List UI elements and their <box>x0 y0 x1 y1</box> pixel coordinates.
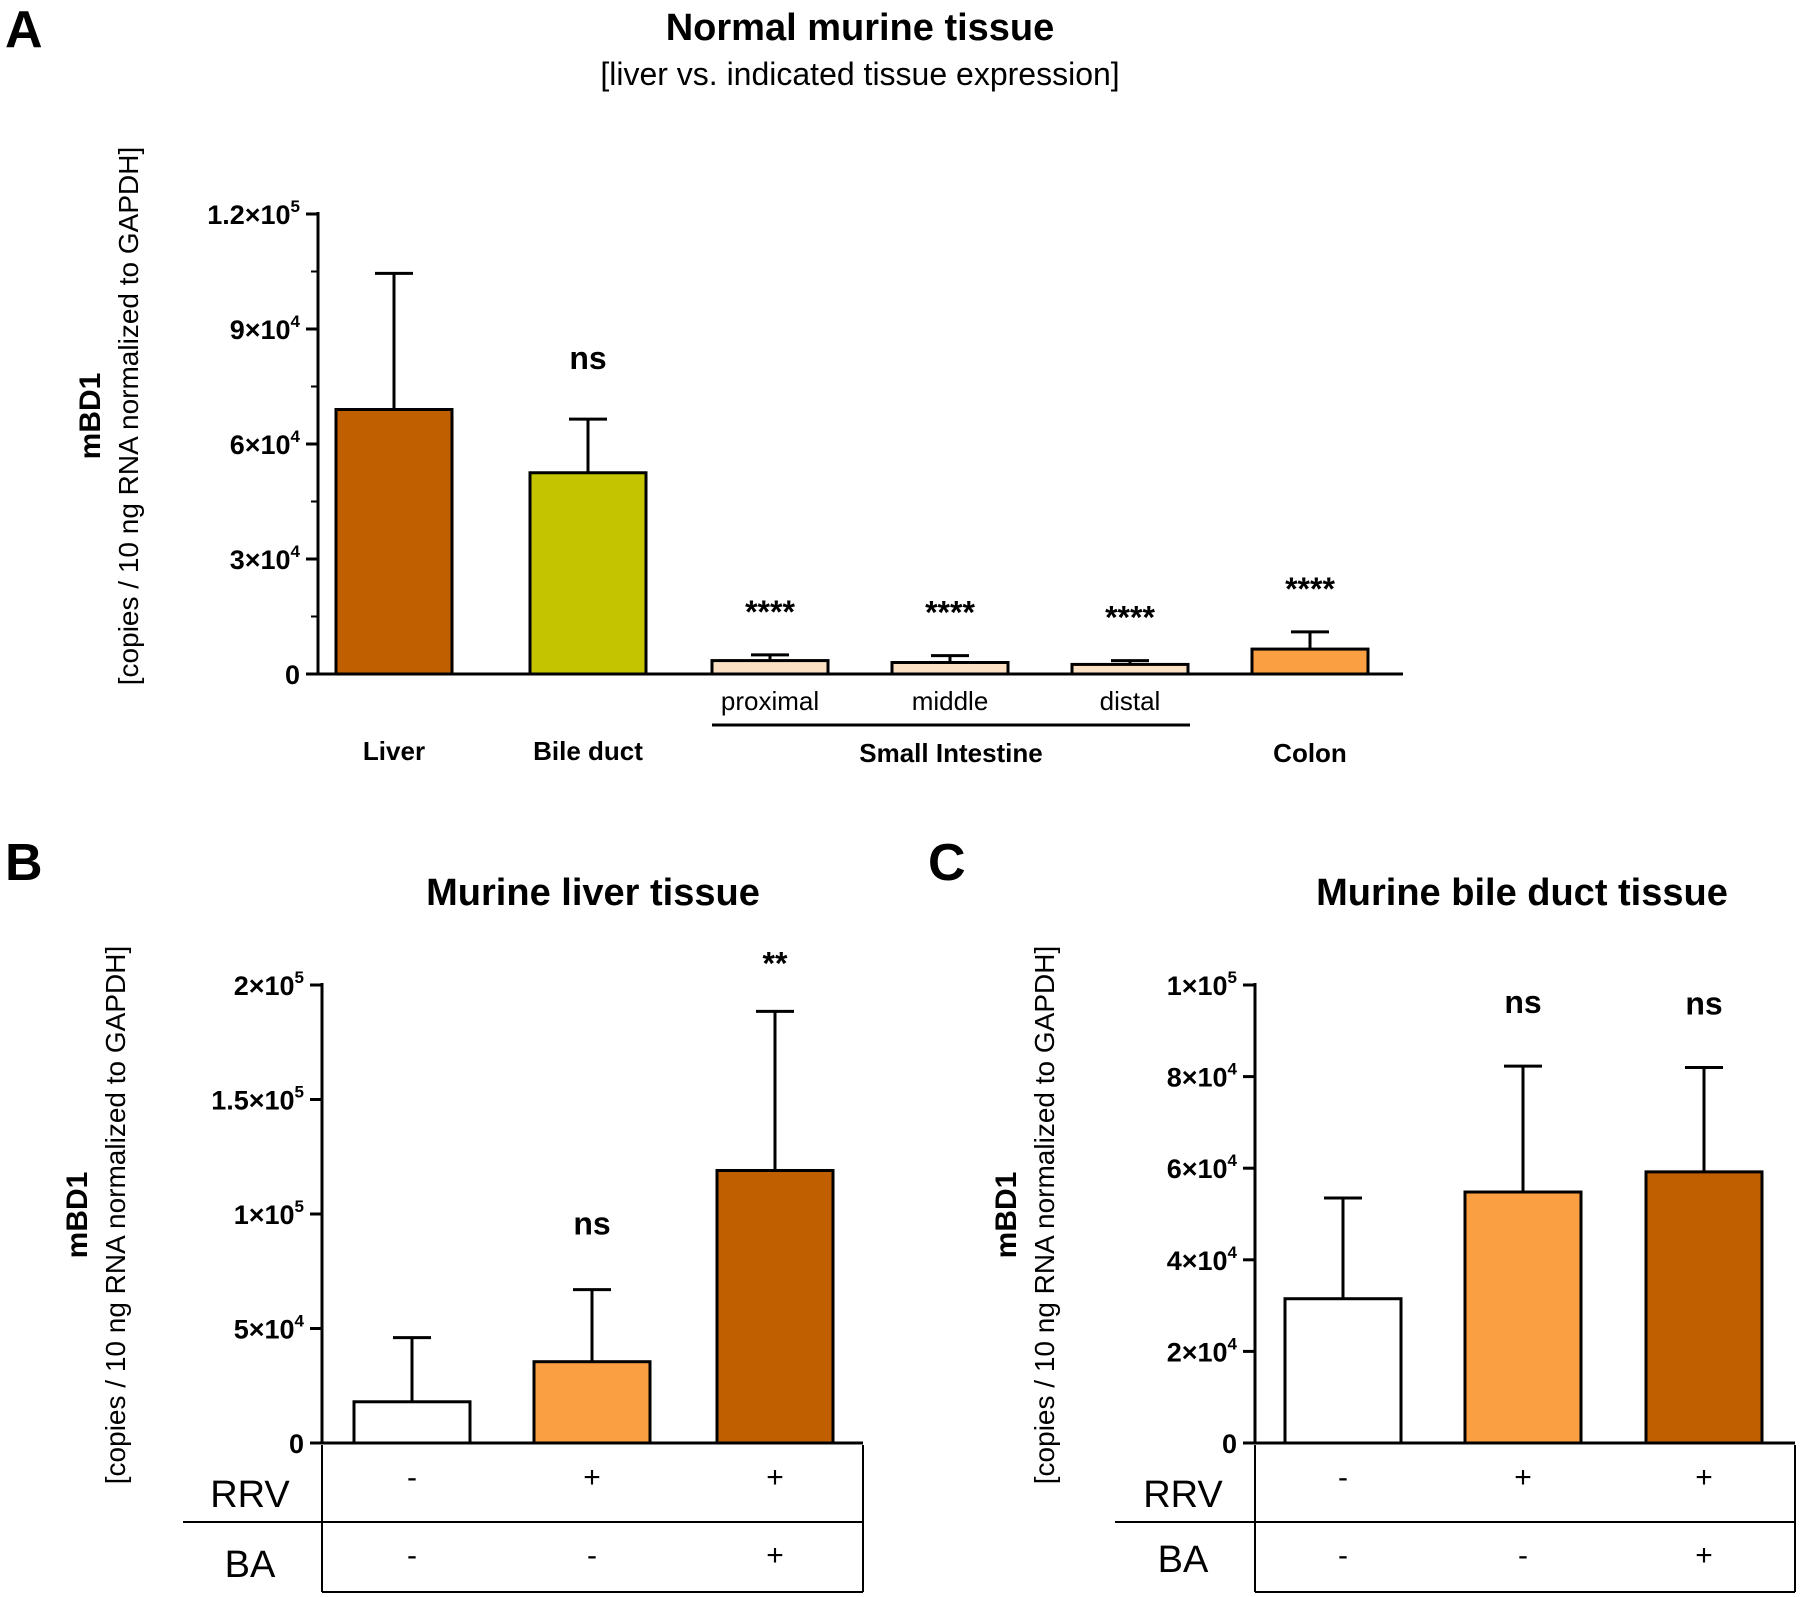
bar <box>1250 647 1370 676</box>
panel-b-title: Murine liver tissue <box>426 872 760 914</box>
panel-a-subtitle: [liver vs. indicated tissue expression] <box>600 56 1119 92</box>
y-tick-label: 9×104 <box>230 312 301 345</box>
panel-letter-c: C <box>928 834 966 892</box>
bar <box>532 1360 652 1445</box>
panel-letter-b: B <box>5 834 43 892</box>
panel-c-y-axis-label: mBD1 [copies / 10 ng RNA normalized to G… <box>990 946 1060 1484</box>
category-label-bile-duct: Bile duct <box>533 736 643 766</box>
panel-b: B Murine liver tissue mBD1 [copies / 10 … <box>5 834 864 1593</box>
y-tick-label: 1×105 <box>1167 968 1237 1001</box>
y-tick-label: 2×105 <box>234 968 304 1001</box>
category-label-colon: Colon <box>1273 738 1347 768</box>
table-c-rrv-cell: - <box>1338 1461 1348 1494</box>
y-tick-label: 3×104 <box>230 542 301 575</box>
bar <box>715 1168 835 1445</box>
bar <box>1463 1190 1583 1445</box>
panel-c-y-label-sub: [copies / 10 ng RNA normalized to GAPDH] <box>1029 946 1060 1484</box>
y-tick-label: 4×104 <box>1167 1243 1238 1276</box>
y-tick-label: 1.5×105 <box>211 1083 304 1116</box>
table-b-row-label-rrv: RRV <box>210 1474 290 1516</box>
panel-a-y-label: mBD1 <box>74 373 107 460</box>
bar <box>1070 662 1190 676</box>
panel-b-plot: 0 5×104 1×105 1.5×105 2×105 ns ** <box>211 945 863 1459</box>
significance-label: ns <box>1504 984 1541 1020</box>
significance-label: **** <box>745 594 795 630</box>
y-tick-label: 1.2×105 <box>207 197 300 230</box>
bar <box>334 408 454 676</box>
bar <box>710 659 830 676</box>
table-b-rrv-cell: + <box>583 1461 601 1494</box>
table-b-rrv-cell: - <box>407 1461 417 1494</box>
bar <box>528 471 648 676</box>
panel-b-treatment-table: RRV BA - + + - - + <box>183 1445 864 1593</box>
table-c-ba-cell: - <box>1338 1539 1348 1572</box>
panel-b-y-label: mBD1 <box>61 1172 94 1259</box>
table-c-row-label-rrv: RRV <box>1143 1474 1223 1516</box>
panel-c-title: Murine bile duct tissue <box>1316 872 1728 914</box>
panel-a-title: Normal murine tissue <box>666 7 1055 49</box>
bar <box>890 661 1010 676</box>
table-b-ba-cell: - <box>407 1539 417 1572</box>
category-label-liver: Liver <box>363 736 425 766</box>
significance-label: **** <box>925 595 975 631</box>
significance-label: ** <box>763 945 788 981</box>
y-tick-label: 0 <box>285 660 300 690</box>
panel-letter-a: A <box>5 1 43 59</box>
y-tick-label: 0 <box>289 1429 304 1459</box>
significance-label: **** <box>1285 571 1335 607</box>
table-c-row-label-ba: BA <box>1158 1539 1209 1581</box>
panel-c-plot: 0 2×104 4×104 6×104 8×104 1×105 ns ns <box>1167 968 1795 1459</box>
panel-b-y-axis-label: mBD1 [copies / 10 ng RNA normalized to G… <box>61 946 131 1484</box>
y-tick-label: 8×104 <box>1167 1060 1238 1093</box>
panel-a-y-axis-label: mBD1 [copies / 10 ng RNA normalized to G… <box>74 147 144 685</box>
significance-label: ns <box>573 1206 610 1242</box>
table-c-rrv-cell: + <box>1514 1461 1532 1494</box>
table-b-rrv-cell: + <box>766 1461 784 1494</box>
significance-label: **** <box>1105 600 1155 636</box>
table-c-ba-cell: + <box>1695 1539 1713 1572</box>
panel-c: C Murine bile duct tissue mBD1 [copies /… <box>928 834 1796 1593</box>
group-label-small-intestine: Small Intestine <box>859 738 1043 768</box>
y-tick-label: 1×105 <box>234 1197 304 1230</box>
table-c-ba-cell: - <box>1518 1539 1528 1572</box>
significance-label: ns <box>1685 985 1722 1021</box>
y-tick-label: 2×104 <box>1167 1334 1238 1367</box>
y-tick-label: 6×104 <box>1167 1151 1238 1184</box>
panel-c-y-label: mBD1 <box>990 1172 1023 1259</box>
table-b-ba-cell: - <box>587 1539 597 1572</box>
bar <box>352 1400 472 1445</box>
category-label-middle: middle <box>912 686 989 716</box>
table-c-rrv-cell: + <box>1695 1461 1713 1494</box>
panel-c-treatment-table: RRV BA - + + - - + <box>1115 1445 1796 1593</box>
table-b-row-label-ba: BA <box>225 1544 276 1586</box>
panel-a: A Normal murine tissue [liver vs. indica… <box>5 1 1403 768</box>
bar <box>1283 1297 1403 1445</box>
bar <box>1644 1170 1764 1445</box>
y-tick-label: 5×104 <box>234 1312 305 1345</box>
panel-a-y-label-sub: [copies / 10 ng RNA normalized to GAPDH] <box>113 147 144 685</box>
y-tick-label: 6×104 <box>230 427 301 460</box>
y-tick-label: 0 <box>1222 1429 1237 1459</box>
panel-a-plot: 0 3×104 6×104 9×104 1.2×105 ns **** **** **** ***… <box>207 197 1403 690</box>
category-label-proximal: proximal <box>721 686 819 716</box>
significance-label: ns <box>569 340 606 376</box>
category-label-distal: distal <box>1100 686 1161 716</box>
table-b-ba-cell: + <box>766 1539 784 1572</box>
panel-b-y-label-sub: [copies / 10 ng RNA normalized to GAPDH] <box>100 946 131 1484</box>
